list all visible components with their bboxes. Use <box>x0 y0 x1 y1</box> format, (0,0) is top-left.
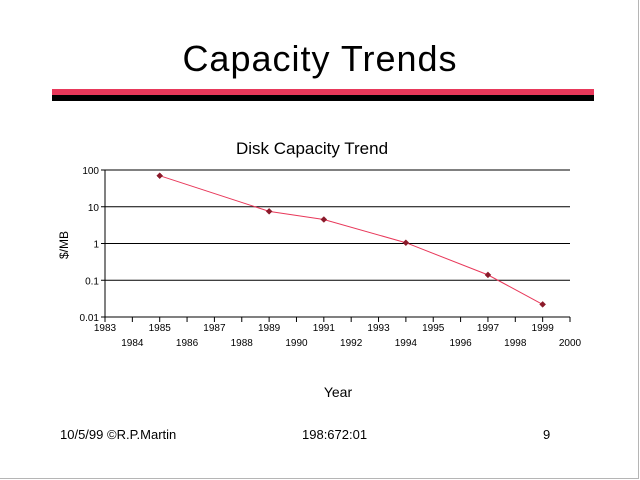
data-point <box>156 172 164 180</box>
x-tick-label: 1983 <box>94 323 117 334</box>
chart-title: Disk Capacity Trend <box>236 139 388 158</box>
slide-title: Capacity Trends <box>182 38 458 79</box>
title-rule-black <box>52 95 594 101</box>
x-tick-label: 1990 <box>285 338 308 349</box>
y-tick-label: 0.01 <box>80 313 100 324</box>
x-tick-label: 2000 <box>559 338 582 349</box>
x-tick-label: 1991 <box>313 323 336 334</box>
footer-course-code: 198:672:01 <box>302 427 368 442</box>
footer-date-author: 10/5/99 ©R.P.Martin <box>60 427 177 442</box>
data-point <box>320 216 328 223</box>
data-point <box>265 207 273 215</box>
data-point <box>484 271 492 279</box>
y-axis-label: $/MB <box>57 231 71 259</box>
footer-page-number: 9 <box>543 427 551 442</box>
x-tick-label: 1985 <box>149 323 172 334</box>
x-tick-label: 1992 <box>340 338 363 349</box>
series-line <box>159 175 543 305</box>
x-tick-label: 1999 <box>532 323 555 334</box>
data-point <box>539 301 547 308</box>
x-tick-label: 1988 <box>231 338 254 349</box>
x-axis-label: Year <box>324 384 353 400</box>
x-tick-label: 1996 <box>449 338 472 349</box>
x-tick-label: 1989 <box>258 323 281 334</box>
data-point <box>402 239 410 247</box>
x-tick-label: 1998 <box>504 338 527 349</box>
x-tick-label: 1997 <box>477 323 500 334</box>
x-tick-label: 1994 <box>395 338 418 349</box>
y-tick-label: 1 <box>93 240 99 251</box>
x-tick-label: 1986 <box>176 338 199 349</box>
y-tick-label: 10 <box>88 203 100 214</box>
x-tick-label: 1987 <box>203 323 226 334</box>
x-tick-label: 1995 <box>422 323 445 334</box>
y-tick-label: 0.1 <box>85 276 99 287</box>
y-tick-label: 100 <box>82 166 99 177</box>
x-tick-label: 1993 <box>367 323 390 334</box>
title-rule-red <box>52 89 594 95</box>
x-tick-label: 1984 <box>121 338 144 349</box>
